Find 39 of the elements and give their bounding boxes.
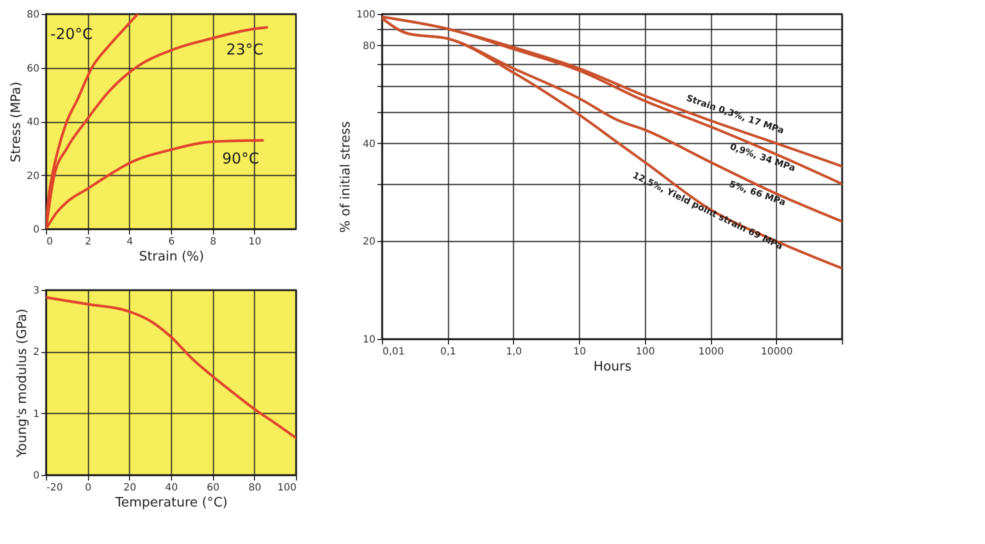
x-tick-label: 10 xyxy=(573,346,586,358)
y-tick-label: 3 xyxy=(33,286,40,296)
x-tick-label: 80 xyxy=(248,482,262,494)
x-tick-label: -20 xyxy=(46,482,63,494)
x-axis-title: Strain (%) xyxy=(138,250,204,264)
y-tick-label: 40 xyxy=(362,138,376,150)
y-tick-label: 80 xyxy=(26,10,40,20)
x-tick-label: 0,1 xyxy=(440,346,456,358)
x-tick-label: 1000 xyxy=(698,346,724,358)
x-tick-label: 60 xyxy=(206,482,220,494)
y-axis-title: % of initial stress xyxy=(338,121,354,233)
y-tick-label: 20 xyxy=(26,170,40,182)
x-tick-label: 0 xyxy=(46,236,53,248)
x-tick-label: 1,0 xyxy=(506,346,522,358)
y-tick-label: 100 xyxy=(356,10,376,20)
y-tick-label: 80 xyxy=(362,40,376,52)
y-tick-label: 0 xyxy=(33,470,40,482)
x-tick-label: 4 xyxy=(126,236,134,248)
x-tick-label: 100 xyxy=(636,346,655,358)
x-tick-label: 10000 xyxy=(760,346,793,358)
y-tick-label: 40 xyxy=(26,117,40,128)
text: 5%, 66 MPa xyxy=(728,180,787,208)
x-tick-label: 8 xyxy=(210,236,216,248)
y-axis-title: Young's modulus (GPa) xyxy=(15,308,30,458)
y-tick-label: 60 xyxy=(26,63,40,74)
y-tick-label: 10 xyxy=(362,334,376,346)
x-tick-label: 2 xyxy=(84,236,92,248)
x-axis-title: Hours xyxy=(593,360,632,374)
x-tick-label: 100 xyxy=(277,482,296,494)
x-tick-label: 0 xyxy=(84,482,92,494)
x-tick-label: 0,01 xyxy=(382,346,405,358)
x-axis-title: Temperature (°C) xyxy=(114,496,228,510)
y-tick-label: 1 xyxy=(33,408,40,420)
x-tick-label: 6 xyxy=(168,236,175,248)
y-tick-label: 0 xyxy=(33,224,40,236)
x-tick-label: 20 xyxy=(123,482,136,494)
y-axis-title: Stress (MPa) xyxy=(8,82,24,162)
x-tick-label: 40 xyxy=(165,482,178,494)
x-tick-label: 10 xyxy=(248,236,262,248)
